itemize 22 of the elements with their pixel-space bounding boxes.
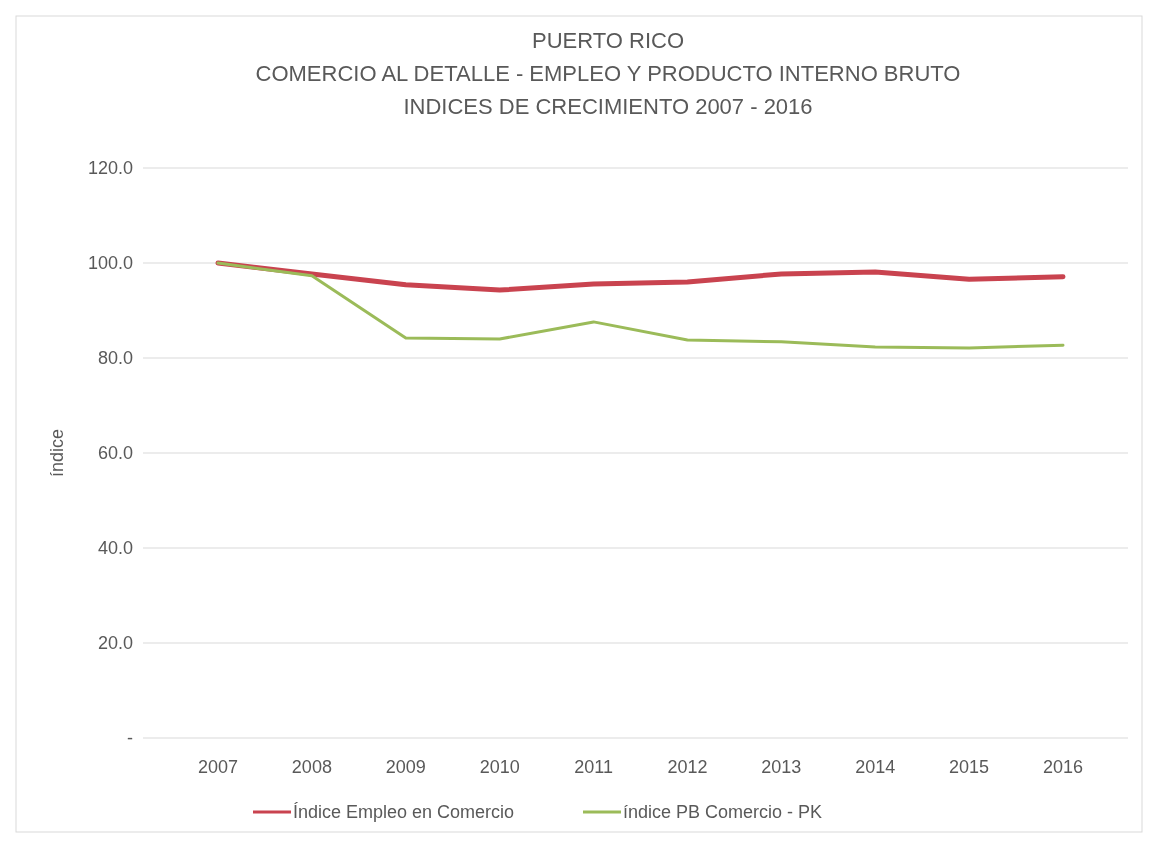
y-tick-label: 120.0 [87, 158, 133, 179]
y-tick-label: 100.0 [87, 253, 133, 274]
x-tick-label: 2015 [949, 757, 990, 777]
legend-label: Índice Empleo en Comercio [293, 802, 515, 823]
y-tick-label: 20.0 [97, 633, 133, 654]
x-tick-label: 2013 [761, 757, 802, 777]
y-axis-title: índice [47, 428, 67, 478]
line-series [216, 261, 1065, 350]
y-tick-label: 80.0 [97, 348, 133, 369]
x-tick-label: 2016 [1042, 757, 1084, 777]
x-tick-label: 2014 [855, 757, 896, 777]
legend-label: índice PB Comercio - PK [623, 802, 823, 823]
x-tick-label: 2011 [574, 757, 613, 777]
x-tick-label: 2010 [479, 757, 520, 777]
y-tick-label: 60.0 [97, 443, 133, 464]
x-tick-label: 2008 [291, 757, 332, 777]
chart-title: PUERTO RICO COMERCIO AL DETALLE - EMPLEO Y PRODUCTO INTERNO BRUTO INDICES DE CRECIMIENTO 2007 - 2016 [255, 28, 961, 119]
x-tick-label: 2007 [197, 757, 239, 777]
x-tick-label: 2012 [667, 757, 708, 777]
x-tick-label: 2009 [385, 757, 426, 777]
y-tick-label: - [127, 728, 133, 749]
y-tick-label: 40.0 [97, 538, 133, 559]
